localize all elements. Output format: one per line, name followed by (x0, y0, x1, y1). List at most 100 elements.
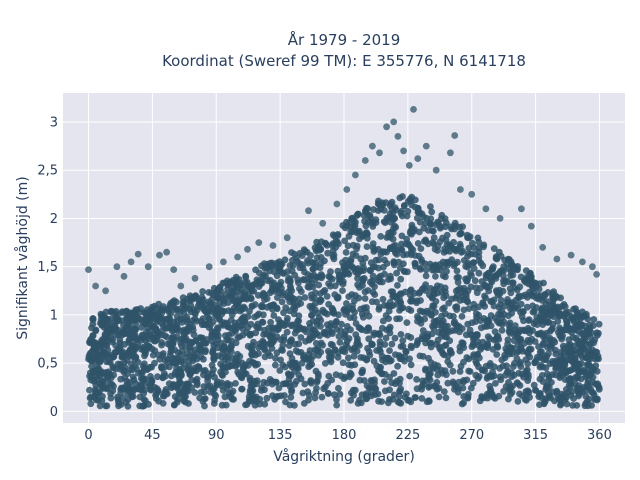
data-point (558, 335, 566, 343)
x-tick-label: 270 (459, 428, 484, 443)
data-point (265, 340, 273, 348)
data-point (487, 388, 495, 396)
data-point (399, 337, 407, 344)
data-point (380, 207, 388, 214)
data-point (415, 228, 423, 236)
data-point (545, 376, 552, 383)
data-point (328, 351, 336, 358)
data-point (432, 298, 440, 305)
data-point (397, 299, 404, 307)
data-point (423, 214, 430, 222)
data-point (177, 358, 185, 366)
data-point (355, 268, 363, 276)
data-point (408, 201, 415, 209)
data-point (430, 227, 437, 235)
data-point (338, 320, 345, 328)
data-point (589, 378, 597, 386)
data-point (161, 372, 169, 380)
data-point (505, 395, 512, 403)
data-point (151, 302, 159, 310)
data-point (460, 344, 468, 351)
data-point (369, 272, 377, 280)
data-point (478, 394, 486, 402)
chart-title-line-1: År 1979 - 2019 (288, 30, 401, 49)
data-point (136, 393, 144, 401)
data-point (371, 329, 379, 337)
data-point (340, 333, 348, 341)
outlier-point (394, 133, 402, 140)
data-point (256, 400, 263, 408)
data-point (479, 338, 487, 346)
data-point (434, 329, 442, 336)
data-point (469, 379, 477, 387)
outlier-point (589, 263, 596, 271)
data-point (435, 393, 443, 401)
data-point (370, 206, 377, 213)
data-point (178, 347, 186, 355)
data-point (214, 352, 222, 360)
data-point (297, 300, 305, 307)
data-point (242, 272, 250, 280)
data-point (514, 398, 522, 405)
data-point (321, 360, 329, 367)
data-point (398, 232, 406, 240)
data-point (526, 273, 534, 281)
data-point (484, 283, 491, 291)
data-point (569, 402, 577, 409)
data-point (254, 320, 262, 328)
data-point (190, 353, 198, 361)
data-point (270, 312, 278, 319)
data-point (301, 294, 309, 301)
data-point (390, 370, 398, 377)
data-point (171, 346, 179, 354)
data-point (387, 230, 395, 238)
outlier-point (390, 118, 398, 126)
data-point (428, 311, 435, 319)
data-point (530, 308, 538, 315)
data-point (347, 228, 355, 236)
outlier-point (405, 162, 413, 169)
data-point (414, 206, 422, 214)
data-point (331, 282, 339, 290)
data-point (350, 352, 358, 360)
data-point (116, 343, 124, 350)
data-point (177, 315, 185, 323)
data-point (279, 269, 287, 277)
data-point (389, 216, 397, 224)
data-point (419, 332, 426, 340)
data-point (561, 361, 569, 368)
data-point (285, 274, 292, 282)
outlier-point (244, 245, 251, 253)
data-point (407, 342, 415, 350)
data-point (272, 355, 279, 362)
data-point (400, 268, 408, 275)
outlier-point (567, 251, 575, 259)
data-point (428, 208, 436, 216)
data-point (142, 315, 149, 323)
data-point (537, 317, 545, 325)
data-point (403, 212, 411, 220)
data-point (512, 302, 520, 310)
outlier-point (410, 106, 417, 113)
data-point (460, 399, 467, 407)
data-point (477, 324, 485, 332)
data-point (477, 346, 484, 353)
data-point (500, 311, 508, 318)
outlier-point (177, 282, 185, 290)
data-point (486, 360, 494, 367)
data-point (94, 366, 102, 373)
data-point (86, 386, 93, 394)
data-point (176, 305, 184, 313)
data-point (397, 399, 405, 407)
data-point (563, 400, 571, 408)
data-point (199, 315, 207, 322)
data-point (376, 341, 384, 349)
data-point (204, 377, 212, 385)
data-point (465, 390, 472, 398)
data-point (223, 336, 230, 344)
outlier-point (120, 272, 128, 280)
data-point (238, 289, 245, 297)
data-point (323, 293, 331, 300)
data-point (276, 322, 284, 330)
data-point (212, 312, 220, 320)
